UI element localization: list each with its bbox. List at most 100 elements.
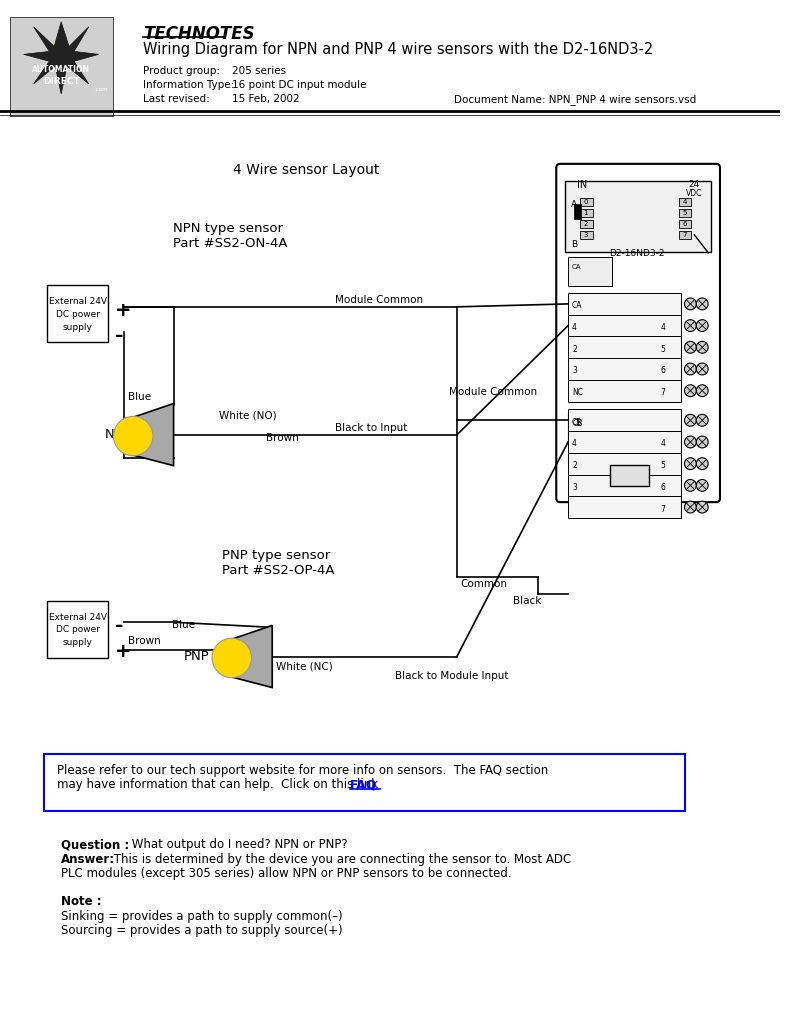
Text: 4 Wire sensor Layout: 4 Wire sensor Layout (233, 163, 379, 177)
Text: 15 Feb, 2002: 15 Feb, 2002 (232, 94, 300, 103)
Text: TECHNOTES: TECHNOTES (143, 25, 255, 43)
Text: Product group:: Product group: (143, 67, 220, 76)
Text: 2: 2 (572, 461, 577, 470)
Text: NPN type sensor: NPN type sensor (172, 222, 282, 236)
Bar (568, 358, 680, 380)
Text: 3: 3 (584, 231, 588, 238)
Text: Sourcing = provides a path to supply source(+): Sourcing = provides a path to supply sou… (61, 925, 343, 937)
Text: may have information that can help.  Click on this link: may have information that can help. Clic… (57, 778, 378, 792)
Circle shape (696, 319, 708, 332)
Text: 2: 2 (572, 345, 577, 353)
Text: 1: 1 (584, 210, 588, 216)
Circle shape (684, 385, 696, 396)
Polygon shape (24, 22, 99, 94)
Text: 7: 7 (660, 505, 666, 514)
Text: CA: CA (572, 264, 581, 270)
Text: supply: supply (63, 323, 93, 332)
Circle shape (696, 458, 708, 470)
Text: CA: CA (572, 301, 582, 310)
Text: External 24V: External 24V (49, 612, 107, 622)
Text: –: – (115, 616, 123, 635)
Text: 4: 4 (572, 439, 577, 449)
Text: External 24V: External 24V (49, 297, 107, 306)
Text: DIRECT: DIRECT (43, 78, 80, 86)
Bar (679, 199, 691, 206)
Circle shape (696, 436, 708, 447)
Text: 205 series: 205 series (232, 67, 286, 76)
Text: Module Common: Module Common (448, 387, 537, 396)
Text: Black to Module Input: Black to Module Input (395, 671, 508, 681)
Circle shape (684, 436, 696, 447)
Circle shape (684, 458, 696, 470)
Text: 7: 7 (682, 231, 687, 238)
Text: PNP type sensor: PNP type sensor (222, 550, 330, 562)
Text: PLC modules (except 305 series) allow NPN or PNP sensors to be connected.: PLC modules (except 305 series) allow NP… (61, 867, 512, 880)
Bar (568, 415, 603, 439)
Text: FAQ: FAQ (350, 778, 377, 792)
Circle shape (696, 385, 708, 396)
Bar (574, 204, 581, 219)
Text: 6: 6 (660, 483, 666, 492)
Bar (565, 180, 711, 252)
Polygon shape (223, 626, 272, 687)
Text: +: + (115, 642, 131, 662)
Text: 16 point DC input module: 16 point DC input module (232, 80, 366, 90)
Polygon shape (9, 16, 113, 116)
Text: Brown: Brown (128, 636, 161, 646)
Circle shape (696, 415, 708, 426)
Text: White (NO): White (NO) (219, 411, 277, 421)
Text: Note :: Note : (61, 895, 102, 907)
Bar (568, 337, 680, 358)
Text: DC power: DC power (56, 626, 100, 635)
Bar (679, 209, 691, 217)
Text: –: – (115, 327, 123, 345)
Text: 5: 5 (660, 345, 666, 353)
Text: Black to Input: Black to Input (335, 423, 407, 433)
Text: 5: 5 (683, 210, 687, 216)
Text: NC: NC (572, 388, 583, 397)
Text: Sinking = provides a path to supply common(–): Sinking = provides a path to supply comm… (61, 910, 343, 924)
Bar (580, 230, 592, 239)
Text: 3: 3 (572, 483, 577, 492)
Text: 2: 2 (584, 221, 588, 227)
Polygon shape (124, 403, 173, 466)
Text: Please refer to our tech support website for more info on sensors.  The FAQ sect: Please refer to our tech support website… (57, 765, 548, 777)
Text: Part #SS2-OP-4A: Part #SS2-OP-4A (222, 564, 335, 578)
Bar (568, 453, 680, 474)
Circle shape (49, 43, 73, 67)
Text: 3: 3 (572, 367, 577, 376)
FancyBboxPatch shape (556, 164, 720, 502)
Circle shape (113, 417, 153, 456)
Text: CB: CB (573, 419, 584, 428)
Text: Document Name: NPN_PNP 4 wire sensors.vsd: Document Name: NPN_PNP 4 wire sensors.vs… (454, 94, 696, 104)
Circle shape (696, 501, 708, 513)
Circle shape (212, 638, 252, 678)
Bar (568, 293, 680, 314)
Bar (679, 230, 691, 239)
Text: 6: 6 (682, 221, 687, 227)
Bar (580, 199, 592, 206)
Text: Part #SS2-ON-4A: Part #SS2-ON-4A (172, 237, 287, 250)
Text: What output do I need? NPN or PNP?: What output do I need? NPN or PNP? (128, 839, 348, 852)
Text: DC power: DC power (56, 310, 100, 318)
Text: 4: 4 (572, 323, 577, 332)
Circle shape (684, 319, 696, 332)
Text: 6: 6 (660, 367, 666, 376)
Bar (568, 380, 680, 401)
Bar (47, 285, 108, 342)
Bar (580, 209, 592, 217)
Bar (568, 474, 680, 497)
Bar (568, 257, 612, 286)
Bar (679, 220, 691, 228)
Text: White (NC): White (NC) (276, 662, 333, 672)
Text: VDC: VDC (686, 188, 702, 198)
Text: Blue: Blue (128, 391, 151, 401)
Text: supply: supply (63, 638, 93, 647)
Circle shape (684, 364, 696, 375)
Circle shape (684, 501, 696, 513)
Circle shape (684, 479, 696, 492)
Bar (47, 601, 108, 658)
Bar (568, 410, 680, 431)
Bar (580, 220, 592, 228)
Circle shape (696, 341, 708, 353)
